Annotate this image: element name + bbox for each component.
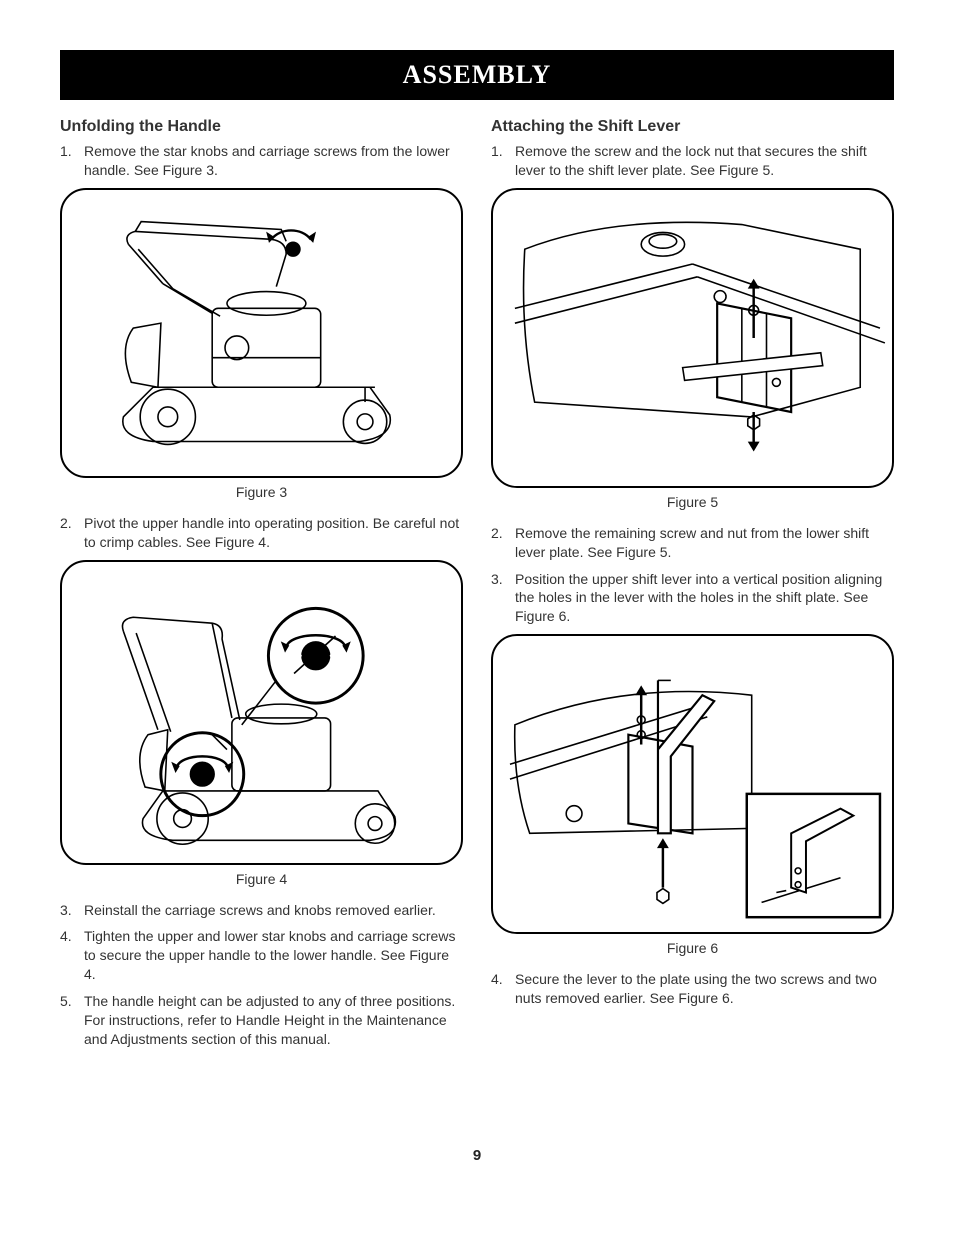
figure-4-caption: Figure 4 <box>60 871 463 887</box>
list-item: 4. Tighten the upper and lower star knob… <box>60 927 463 984</box>
shift-lever-plate-illustration-icon <box>493 190 892 486</box>
step-text: Remove the star knobs and carriage screw… <box>84 142 463 180</box>
step-number: 4. <box>60 927 84 984</box>
step-number: 1. <box>491 142 515 180</box>
list-item: 3. Position the upper shift lever into a… <box>491 570 894 627</box>
list-item: 2. Remove the remaining screw and nut fr… <box>491 524 894 562</box>
mower-unfolded-illustration-icon <box>62 562 461 863</box>
step-text: Reinstall the carriage screws and knobs … <box>84 901 463 920</box>
mower-folded-illustration-icon <box>62 190 461 476</box>
right-steps-group-b: 2. Remove the remaining screw and nut fr… <box>491 524 894 626</box>
figure-3-caption: Figure 3 <box>60 484 463 500</box>
two-column-layout: Unfolding the Handle 1. Remove the star … <box>60 118 894 1057</box>
figure-6 <box>491 634 894 934</box>
attaching-heading: Attaching the Shift Lever <box>491 118 894 136</box>
step-text: Remove the remaining screw and nut from … <box>515 524 894 562</box>
left-steps-group-b: 2. Pivot the upper handle into operating… <box>60 514 463 552</box>
shift-lever-vertical-illustration-icon <box>493 636 892 932</box>
step-number: 2. <box>491 524 515 562</box>
step-text: The handle height can be adjusted to any… <box>84 992 463 1049</box>
figure-3 <box>60 188 463 478</box>
figure-6-caption: Figure 6 <box>491 940 894 956</box>
figure-5 <box>491 188 894 488</box>
step-number: 3. <box>491 570 515 627</box>
step-text: Pivot the upper handle into operating po… <box>84 514 463 552</box>
step-number: 5. <box>60 992 84 1049</box>
list-item: 1. Remove the star knobs and carriage sc… <box>60 142 463 180</box>
left-steps-group-a: 1. Remove the star knobs and carriage sc… <box>60 142 463 180</box>
figure-5-caption: Figure 5 <box>491 494 894 510</box>
left-steps-group-c: 3. Reinstall the carriage screws and kno… <box>60 901 463 1049</box>
step-text: Tighten the upper and lower star knobs a… <box>84 927 463 984</box>
list-item: 2. Pivot the upper handle into operating… <box>60 514 463 552</box>
unfolding-heading: Unfolding the Handle <box>60 118 463 136</box>
left-column: Unfolding the Handle 1. Remove the star … <box>60 118 463 1057</box>
list-item: 5. The handle height can be adjusted to … <box>60 992 463 1049</box>
list-item: 1. Remove the screw and the lock nut tha… <box>491 142 894 180</box>
step-number: 4. <box>491 970 515 1008</box>
step-number: 3. <box>60 901 84 920</box>
step-text: Remove the screw and the lock nut that s… <box>515 142 894 180</box>
step-text: Position the upper shift lever into a ve… <box>515 570 894 627</box>
figure-4 <box>60 560 463 865</box>
page-number: 9 <box>60 1147 894 1164</box>
step-number: 1. <box>60 142 84 180</box>
assembly-banner: ASSEMBLY <box>60 50 894 100</box>
step-number: 2. <box>60 514 84 552</box>
list-item: 3. Reinstall the carriage screws and kno… <box>60 901 463 920</box>
right-steps-group-a: 1. Remove the screw and the lock nut tha… <box>491 142 894 180</box>
step-text: Secure the lever to the plate using the … <box>515 970 894 1008</box>
list-item: 4. Secure the lever to the plate using t… <box>491 970 894 1008</box>
right-steps-group-c: 4. Secure the lever to the plate using t… <box>491 970 894 1008</box>
right-column: Attaching the Shift Lever 1. Remove the … <box>491 118 894 1057</box>
